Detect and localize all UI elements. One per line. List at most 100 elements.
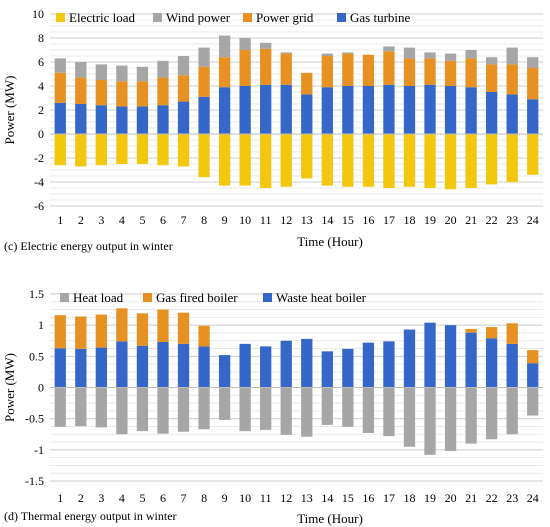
bar-gas-turbine: [383, 84, 395, 134]
x-tick-label: 7: [181, 491, 187, 505]
x-tick-label: 24: [527, 491, 539, 505]
x-tick-label: 19: [424, 213, 436, 227]
bar-gas-turbine: [95, 105, 108, 134]
bar-heat-load: [403, 387, 416, 447]
legend-label: Electric load: [69, 10, 136, 25]
bar-waste-heat-boiler: [465, 332, 477, 388]
legend-swatch: [143, 293, 152, 302]
bar-wind-power: [136, 66, 149, 82]
bar-gas-fired-boiler: [506, 323, 518, 344]
bar-wind-power: [527, 57, 539, 68]
bar-gas-turbine: [75, 104, 87, 134]
bar-waste-heat-boiler: [218, 355, 231, 388]
x-tick-label: 12: [280, 491, 292, 505]
bar-gas-turbine: [485, 92, 498, 134]
legend-swatch: [337, 13, 346, 22]
bar-electric-load: [198, 134, 210, 178]
x-tick-label: 13: [301, 491, 313, 505]
bar-power-grid: [239, 50, 251, 86]
bar-heat-load: [54, 387, 66, 427]
bar-gas-turbine: [362, 86, 375, 134]
x-tick-label: 3: [98, 213, 104, 227]
bar-heat-load: [116, 387, 128, 435]
x-tick-label: 11: [260, 491, 272, 505]
bar-waste-heat-boiler: [506, 343, 518, 388]
x-tick-label: 20: [445, 491, 457, 505]
bar-power-grid: [260, 48, 272, 85]
y-tick-label: -4: [34, 175, 44, 189]
bar-heat-load: [362, 387, 375, 434]
bar-wind-power: [198, 47, 210, 67]
bar-electric-load: [527, 134, 539, 175]
bar-gas-turbine: [177, 101, 190, 134]
bar-wind-power: [321, 53, 333, 56]
bar-heat-load: [75, 387, 87, 427]
bar-gas-turbine: [321, 87, 333, 134]
y-tick-label: 1.5: [29, 287, 44, 301]
bar-gas-turbine: [280, 84, 292, 134]
figure-caption: (c) Electric energy output in winter: [4, 239, 173, 253]
bar-waste-heat-boiler: [362, 342, 375, 388]
bar-gas-turbine: [403, 86, 416, 134]
x-tick-label: 5: [139, 491, 145, 505]
bar-power-grid: [116, 81, 128, 107]
bar-gas-fired-boiler: [95, 314, 108, 348]
bar-electric-load: [95, 134, 108, 166]
bar-waste-heat-boiler: [301, 338, 313, 388]
bar-wind-power: [444, 53, 457, 61]
bar-gas-fired-boiler: [485, 327, 498, 339]
bar-power-grid: [321, 56, 333, 88]
bar-electric-load: [75, 134, 87, 167]
x-tick-label: 9: [222, 213, 228, 227]
bar-heat-load: [506, 387, 518, 435]
legend-swatch: [60, 293, 69, 302]
bar-waste-heat-boiler: [383, 341, 395, 388]
x-tick-label: 14: [321, 213, 333, 227]
y-tick-label: 0.5: [29, 349, 44, 363]
legend-swatch: [56, 13, 65, 22]
bar-power-grid: [465, 58, 477, 88]
bar-electric-load: [465, 134, 477, 188]
bar-wind-power: [485, 57, 498, 65]
bar-gas-turbine: [239, 86, 251, 134]
bar-gas-turbine: [54, 102, 66, 134]
bar-wind-power: [54, 58, 66, 73]
bar-electric-load: [362, 134, 375, 187]
y-tick-label: 1: [38, 318, 44, 332]
bar-heat-load: [218, 387, 231, 420]
bar-wind-power: [342, 52, 354, 54]
legend-label: Waste heat boiler: [276, 290, 367, 305]
bar-wind-power: [95, 64, 108, 80]
bar-electric-load: [444, 134, 457, 190]
bar-gas-turbine: [116, 106, 128, 134]
bar-waste-heat-boiler: [485, 338, 498, 388]
bar-heat-load: [239, 387, 251, 432]
x-tick-label: 15: [342, 213, 354, 227]
x-tick-label: 23: [506, 213, 518, 227]
x-tick-label: 21: [465, 491, 477, 505]
bar-waste-heat-boiler: [424, 322, 436, 388]
bar-gas-turbine: [342, 86, 354, 134]
bar-gas-fired-boiler: [465, 328, 477, 333]
x-tick-label: 22: [486, 213, 498, 227]
y-tick-label: 6: [38, 55, 44, 69]
x-tick-label: 12: [280, 213, 292, 227]
y-tick-label: 2: [38, 103, 44, 117]
bar-electric-load: [218, 134, 231, 186]
legend-label: Power grid: [256, 10, 314, 25]
bar-wind-power: [239, 38, 251, 50]
bar-power-grid: [527, 68, 539, 100]
bar-heat-load: [444, 387, 457, 452]
x-tick-label: 4: [119, 213, 125, 227]
bar-wind-power: [177, 56, 190, 76]
x-axis-label: Time (Hour): [297, 511, 363, 526]
bar-gas-turbine: [218, 87, 231, 134]
x-tick-label: 5: [139, 213, 145, 227]
bar-wind-power: [465, 50, 477, 59]
bar-electric-load: [485, 134, 498, 185]
legend-swatch: [243, 13, 252, 22]
y-tick-label: -0.5: [25, 412, 44, 426]
bar-electric-load: [506, 134, 518, 182]
x-tick-label: 23: [506, 491, 518, 505]
bar-wind-power: [506, 47, 518, 65]
